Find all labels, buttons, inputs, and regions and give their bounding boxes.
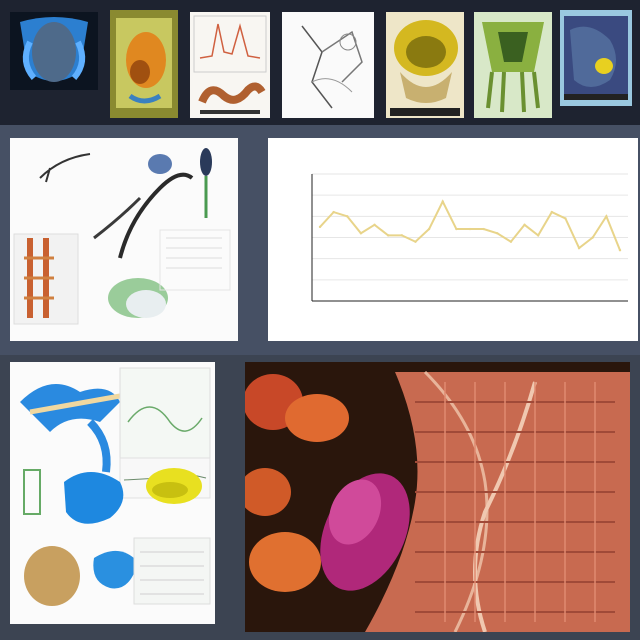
thumbnail-blue-specimen — [10, 12, 98, 90]
chart-data-point — [427, 227, 431, 231]
line-chart-panel — [268, 138, 638, 341]
chart-data-point — [618, 249, 622, 252]
micrograph-image — [245, 362, 630, 632]
chart-data-point — [441, 200, 444, 203]
chart-data-point — [509, 240, 513, 243]
chart-data-point — [482, 227, 485, 231]
chart-data-point — [577, 246, 581, 250]
chart-data-point — [373, 223, 376, 226]
chart-data-point — [318, 225, 322, 229]
chart-data-point — [386, 234, 390, 237]
line-chart — [311, 173, 628, 302]
chart-data-point — [468, 227, 472, 231]
chart-data-point — [400, 234, 404, 237]
thumbnail-sketch-diagram — [282, 12, 374, 118]
chart-data-point — [523, 223, 526, 226]
chart-data-point — [455, 227, 458, 231]
thumbnail-cell-illustration — [560, 10, 632, 106]
chart-series-line — [319, 199, 621, 251]
chart-data-point — [536, 234, 540, 237]
thumbnail-wave-diagram — [190, 12, 270, 118]
chart-data-point — [346, 215, 349, 218]
chart-data-point — [332, 210, 335, 214]
thumbnail-green-specimen — [474, 12, 552, 118]
thumbnail-yellow-specimen — [386, 12, 464, 118]
chart-data-point — [605, 215, 608, 218]
chart-data-point — [591, 236, 594, 239]
chart-data-point — [414, 240, 417, 243]
chart-data-point — [564, 217, 567, 220]
chart-data-point — [550, 210, 554, 214]
specimen-collage-panel — [10, 362, 215, 624]
chart-data-point — [496, 232, 499, 235]
thumbnail-orange-specimen — [110, 10, 178, 118]
anatomy-diagram-panel — [10, 138, 238, 341]
chart-data-point — [359, 232, 363, 235]
